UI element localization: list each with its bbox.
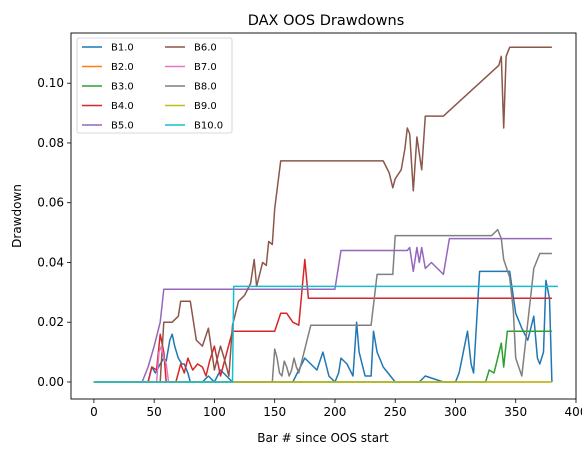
series-line-b5-0 [93,237,552,383]
legend-label: B1.0 [111,43,134,54]
y-tick-label: 0.00 [37,375,64,389]
legend-label: B6.0 [194,43,217,54]
legend-box [76,37,233,134]
legend-label: B4.0 [111,101,134,112]
plot-lines [93,46,558,383]
series-line-b8-0 [93,228,552,383]
y-tick-label: 0.06 [37,196,64,210]
x-tick-label: 350 [504,405,527,419]
series-line-b7-0 [93,345,171,383]
x-tick-label: 150 [263,405,286,419]
legend-label: B3.0 [111,82,134,93]
legend-label: B8.0 [194,82,217,93]
legend-label: B7.0 [194,62,217,73]
x-tick-label: 200 [323,405,346,419]
y-axis-label: Drawdown [10,184,24,248]
series-line-b6-0 [93,46,552,383]
x-tick-label: 50 [147,405,162,419]
y-tick-label: 0.10 [37,76,64,90]
chart-title: DAX OOS Drawdowns [248,13,405,29]
x-tick-label: 0 [90,405,98,419]
series-line-b1-0 [93,270,553,383]
legend-label: B9.0 [194,101,217,112]
x-axis-label: Bar # since OOS start [257,431,389,445]
legend-label: B10.0 [194,121,223,132]
y-tick-label: 0.02 [37,315,64,329]
x-axis: 0 50 100 150 200 250 300 350 400 [90,399,582,419]
y-tick-label: 0.04 [37,255,64,269]
legend-label: B5.0 [111,121,134,132]
plot-frame [70,32,577,400]
series-line-b4-0 [93,258,552,383]
y-axis: 0.00 0.02 0.04 0.06 0.08 0.10 [37,76,71,389]
legend: B1.0 B2.0 B3.0 B4.0 B5.0 B6.0 B7.0 B8.0 B9.0 B10.… [76,37,233,134]
x-tick-label: 400 [565,405,582,419]
x-tick-label: 250 [384,405,407,419]
series-line-b3-0 [93,330,552,383]
legend-label: B2.0 [111,62,134,73]
x-tick-label: 300 [444,405,467,419]
x-tick-label: 100 [203,405,226,419]
y-tick-label: 0.08 [37,136,64,150]
series-line-b10-0 [93,285,558,383]
